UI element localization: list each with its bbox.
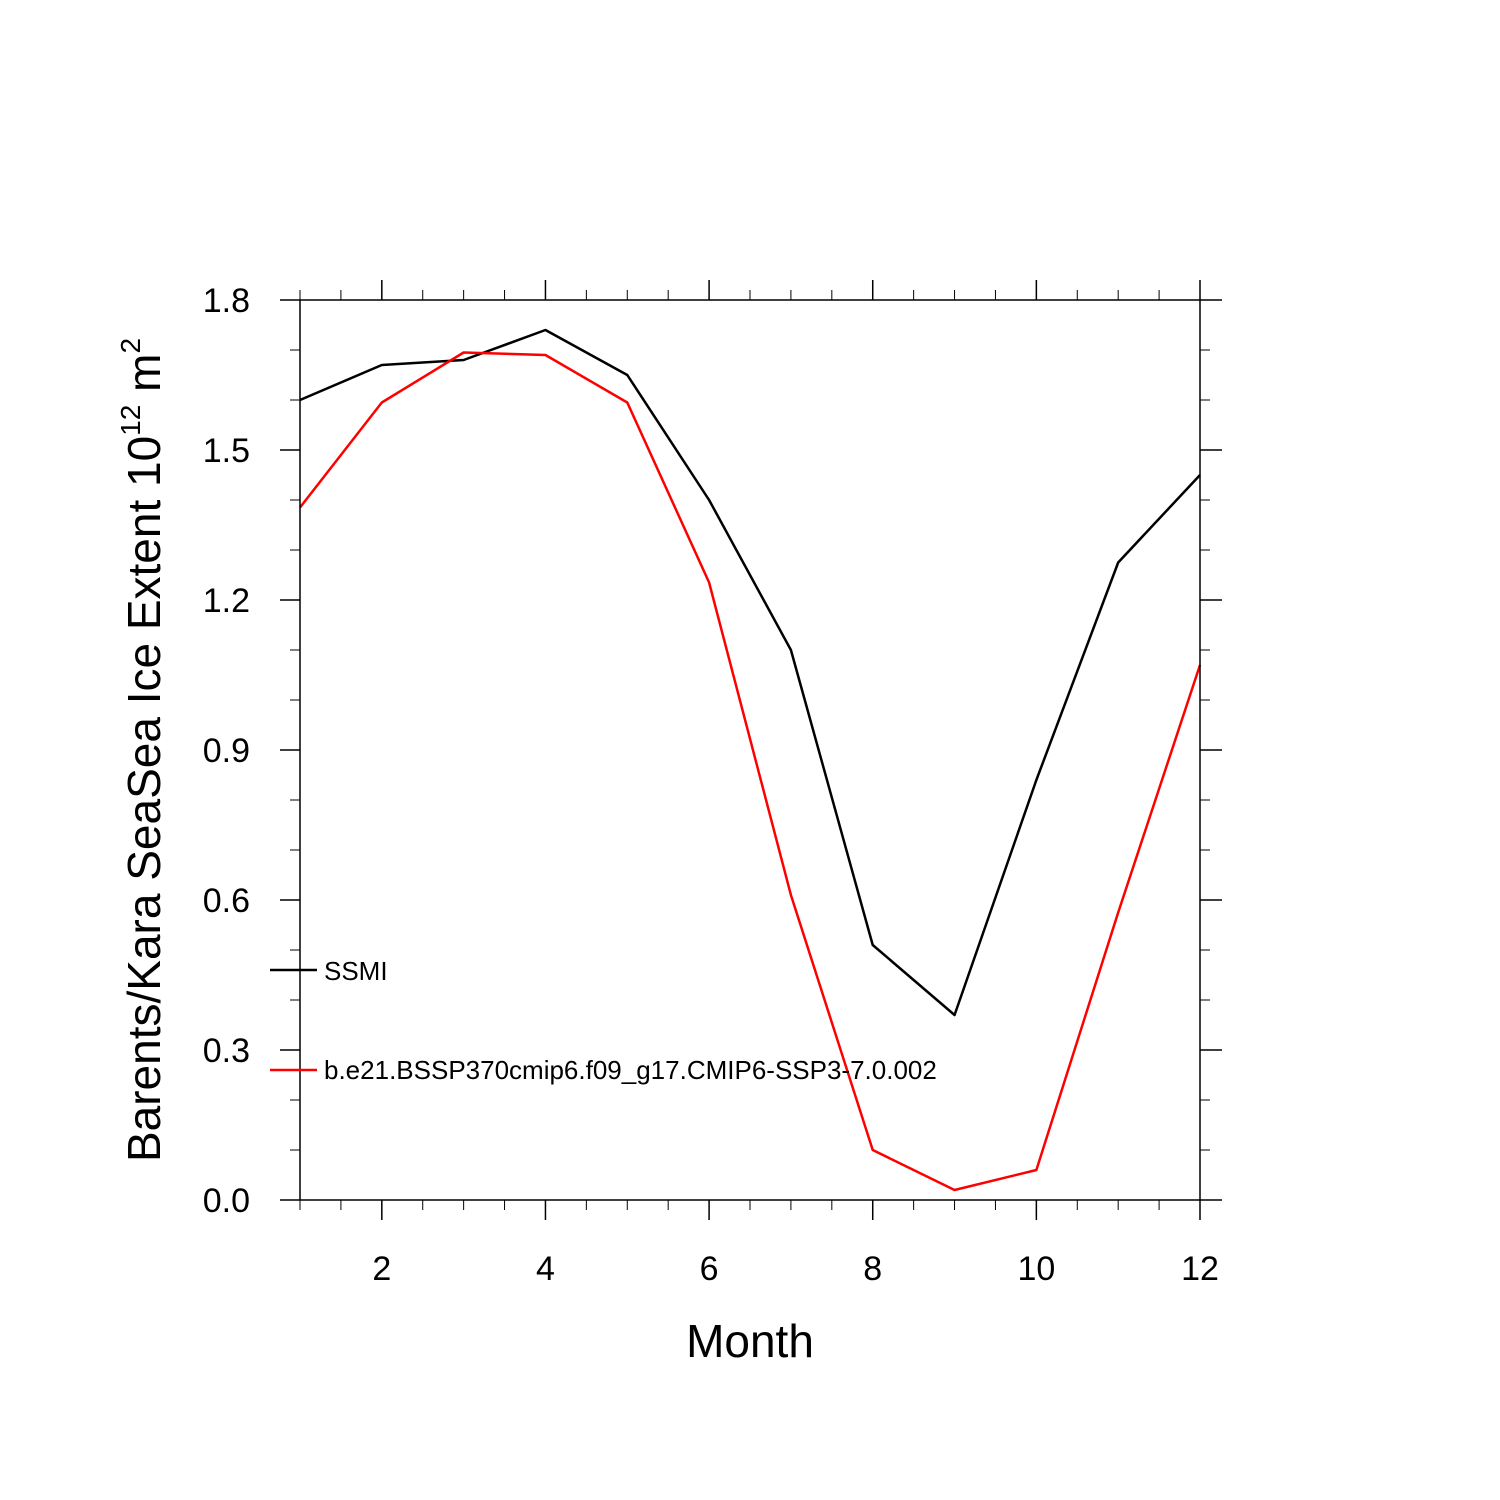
y-tick-label: 0.6	[203, 882, 250, 920]
x-tick-label: 6	[700, 1250, 719, 1288]
x-tick-label: 4	[536, 1250, 555, 1288]
y-tick-label: 1.2	[203, 582, 250, 620]
series-line-0	[299, 328, 1201, 1017]
y-axis-title-main: Barents/Kara SeaSea Ice Extent 10	[118, 436, 170, 1162]
y-axis-title-unit: m	[118, 354, 170, 405]
y-tick-label: 0.0	[203, 1182, 250, 1220]
y-tick-label: 1.8	[203, 282, 250, 320]
y-tick-label: 1.5	[203, 432, 250, 470]
x-tick-label: 10	[1017, 1250, 1055, 1288]
x-axis-title: Month	[686, 1315, 814, 1367]
series-line-1	[299, 351, 1202, 1192]
plot-frame	[299, 299, 1201, 1201]
y-axis-title-exponent: 12	[115, 405, 146, 436]
y-axis-title: Barents/Kara SeaSea Ice Extent 1012 m2	[115, 338, 170, 1162]
y-tick-label: 0.9	[203, 732, 250, 770]
x-tick-label: 12	[1181, 1250, 1219, 1288]
x-tick-labels: 2 4 6 8 10 12	[372, 1250, 1219, 1288]
series-layer	[299, 328, 1202, 1192]
y-tick-label: 0.3	[203, 1032, 250, 1070]
y-tick-labels: 0.0 0.3 0.6 0.9 1.2 1.5 1.8	[203, 282, 250, 1220]
legend: SSMI b.e21.BSSP370cmip6.f09_g17.CMIP6-SS…	[270, 956, 937, 1085]
x-tick-label: 8	[863, 1250, 882, 1288]
x-tick-label: 2	[372, 1250, 391, 1288]
y-axis-title-unit-exponent: 2	[115, 338, 146, 354]
legend-label-cesm: b.e21.BSSP370cmip6.f09_g17.CMIP6-SSP3-7.…	[324, 1055, 937, 1085]
axis-ticks	[280, 280, 1222, 1220]
legend-label-ssmi: SSMI	[324, 956, 388, 986]
